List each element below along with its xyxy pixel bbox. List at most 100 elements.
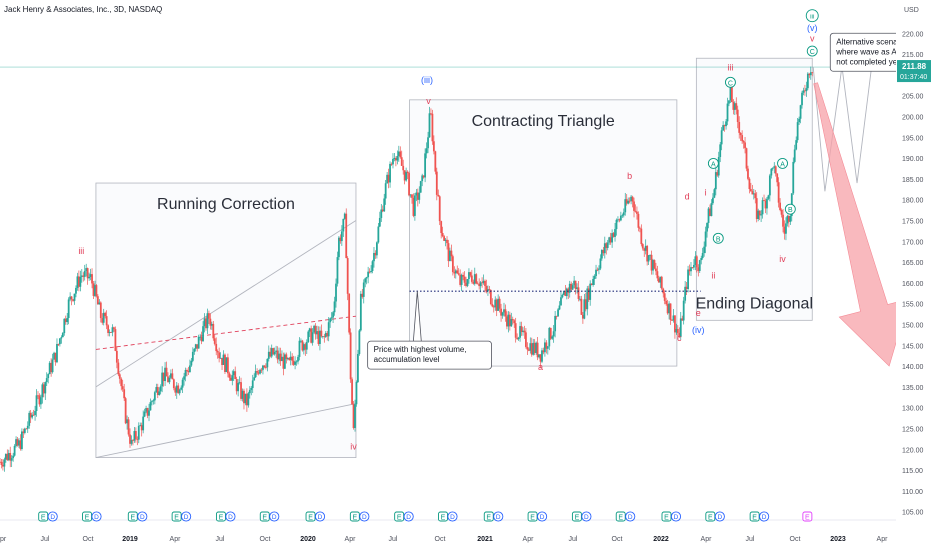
candle [380, 209, 383, 218]
candle [777, 182, 780, 203]
time-axis-label: Jul [569, 536, 578, 543]
candle [525, 332, 527, 347]
candle [362, 282, 365, 297]
candle [544, 342, 546, 353]
candle [489, 290, 492, 305]
candle [649, 254, 651, 256]
candle [768, 175, 771, 196]
candle [31, 414, 34, 418]
time-axis-label: pr [0, 536, 7, 543]
dividend-marker [314, 511, 326, 522]
dividend-marker-glyph: D [228, 514, 233, 521]
channel-line [95, 220, 357, 388]
candle [229, 377, 232, 381]
candle [339, 237, 342, 242]
callout-box [367, 340, 492, 370]
candle [625, 199, 628, 204]
candle [301, 340, 304, 351]
candle [415, 192, 418, 196]
candle [126, 419, 128, 424]
candle [153, 392, 156, 401]
candle [612, 233, 615, 237]
candle [684, 286, 687, 301]
candle [113, 327, 115, 330]
candle [720, 130, 723, 145]
candle [428, 113, 431, 138]
candle [747, 168, 749, 179]
candle [618, 219, 621, 221]
candle [72, 299, 74, 301]
candle [352, 404, 355, 428]
candle [622, 212, 625, 216]
candle [114, 329, 117, 351]
candle [400, 157, 403, 166]
candle [142, 416, 145, 431]
wave-label: (v) [807, 23, 818, 33]
price-tick-label: 200.00 [902, 114, 924, 121]
candle [193, 348, 196, 352]
earnings-marker-glyph: E [353, 515, 358, 522]
candle [121, 386, 124, 390]
candle [168, 377, 171, 383]
candle [713, 189, 716, 198]
candle [205, 318, 207, 329]
candle [732, 102, 735, 110]
candle [719, 144, 722, 157]
earnings-marker-glyph: E [130, 515, 135, 522]
candle [511, 319, 514, 321]
candle [115, 350, 118, 363]
candle [716, 172, 719, 176]
candle [795, 140, 798, 150]
earnings-marker-glyph: E [41, 515, 46, 522]
price-tick-label: 105.00 [902, 510, 924, 517]
candle [161, 372, 164, 387]
candle [196, 344, 199, 349]
candle [579, 298, 581, 300]
candle [443, 236, 446, 241]
candle [18, 440, 20, 446]
candle [338, 237, 340, 258]
candle [804, 90, 806, 92]
candle [763, 200, 765, 201]
candle [384, 183, 387, 199]
candle [560, 297, 562, 306]
candle [357, 353, 359, 383]
candle [235, 379, 238, 392]
candle [79, 276, 82, 287]
candle [707, 208, 710, 223]
candle [500, 308, 502, 316]
candle [136, 438, 139, 440]
dividend-marker-glyph: D [94, 514, 99, 521]
time-axis-label: 2019 [122, 536, 138, 543]
dividend-marker-glyph: D [674, 514, 679, 521]
candle [647, 255, 650, 262]
candle [697, 267, 700, 271]
candle [257, 372, 260, 374]
candle [633, 201, 635, 211]
candle [177, 385, 180, 394]
candle [453, 272, 456, 274]
candle [202, 326, 204, 342]
candle [449, 250, 451, 262]
candle [671, 319, 673, 321]
candle [614, 229, 616, 237]
candle [682, 300, 685, 321]
candle [710, 203, 713, 217]
candle [419, 181, 422, 193]
candle [286, 357, 289, 360]
time-axis-label: Apr [345, 536, 357, 543]
wave-label: (iv) [692, 325, 705, 335]
candle [584, 299, 587, 310]
wave-label: i [705, 188, 707, 198]
candle [764, 200, 767, 209]
candle [374, 252, 377, 256]
dividend-marker-glyph: D [318, 514, 323, 521]
candle [53, 352, 55, 360]
candle [118, 374, 121, 379]
candle [32, 414, 35, 416]
candle [3, 459, 6, 467]
candle [37, 395, 39, 397]
candle [137, 425, 140, 440]
candle [663, 293, 666, 301]
